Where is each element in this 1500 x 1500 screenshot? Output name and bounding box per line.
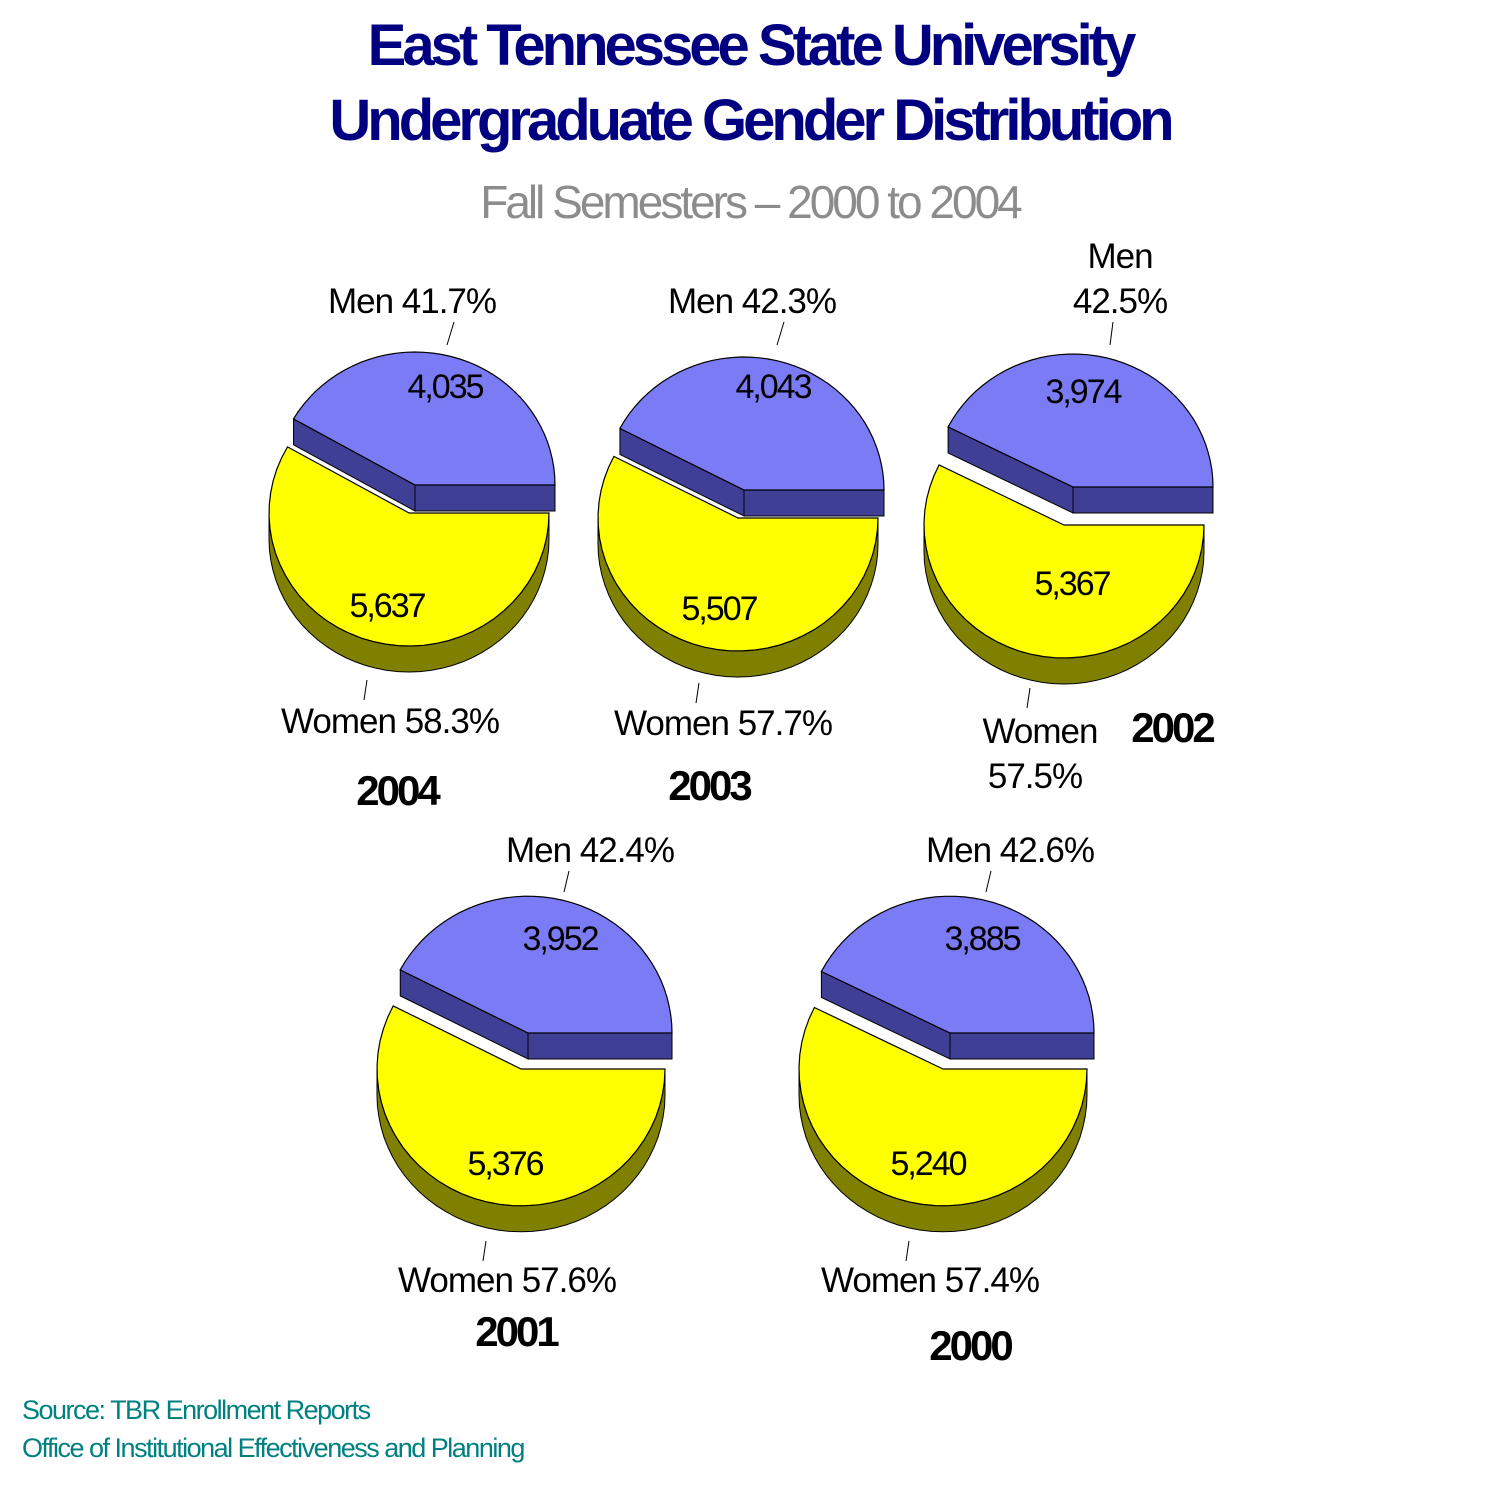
women-value-label: 5,367: [1034, 565, 1110, 603]
men-category-label: Men 41.7%: [328, 282, 496, 321]
men-value-label: 3,952: [522, 920, 598, 958]
men-category-label: Men 42.6%: [926, 831, 1094, 870]
men-slice-side-front: [949, 1032, 1095, 1060]
women-value-label: 5,376: [467, 1145, 543, 1183]
men-leader-line: [776, 321, 785, 346]
source-note: Source: TBR Enrollment Reports: [22, 1395, 371, 1425]
men-slice: [820, 895, 1095, 1034]
women-slice: [268, 446, 550, 647]
men-slice-side-front: [527, 1032, 673, 1060]
men-leader-line: [1109, 321, 1114, 346]
women-slice: [923, 464, 1205, 659]
year-label: 2001: [475, 1308, 559, 1355]
women-slice: [597, 455, 879, 652]
women-leader-line: [905, 1240, 910, 1262]
men-value-label: 3,974: [1045, 373, 1121, 411]
women-category-label: Women: [983, 712, 1098, 751]
men-percent-label: 42.5%: [1073, 282, 1167, 321]
year-label: 2003: [668, 762, 751, 809]
women-category-label: Women 57.4%: [821, 1261, 1039, 1300]
men-slice: [947, 353, 1214, 488]
men-slice-side-front: [743, 489, 885, 517]
women-percent-label: 57.5%: [988, 757, 1082, 796]
office-note: Office of Institutional Effectiveness an…: [22, 1433, 525, 1463]
men-leader-line: [563, 870, 570, 893]
pie-2000: [798, 870, 1095, 1262]
women-category-label: Women 57.6%: [398, 1261, 616, 1300]
men-slice: [292, 351, 556, 486]
women-category-label: Women 58.3%: [281, 702, 499, 741]
men-category-label: Men: [1087, 237, 1152, 276]
women-slice: [798, 1006, 1088, 1207]
women-value-label: 5,507: [681, 590, 757, 628]
men-leader-line: [446, 321, 455, 346]
page-title-line-2: Undergraduate Gender Distribution: [329, 88, 1174, 153]
women-leader-line: [363, 679, 368, 701]
page-title-line-1: East Tennessee State University: [367, 13, 1137, 78]
men-leader-line: [985, 870, 992, 893]
women-category-label: Women 57.7%: [614, 704, 832, 743]
year-label: 2004: [356, 767, 441, 814]
year-label: 2002: [1131, 704, 1214, 751]
pie-2003: [597, 321, 885, 704]
pie-2001: [376, 870, 673, 1262]
women-leader-line: [482, 1240, 487, 1262]
men-value-label: 3,885: [944, 920, 1020, 958]
men-slice: [619, 356, 885, 491]
men-category-label: Men 42.4%: [506, 831, 674, 870]
women-value-label: 5,240: [890, 1145, 966, 1183]
men-value-label: 4,043: [735, 368, 811, 406]
men-slice-side-front: [1072, 486, 1214, 514]
year-label: 2000: [929, 1322, 1012, 1369]
women-slice: [376, 1005, 666, 1207]
women-leader-line: [695, 682, 700, 704]
pie-2002: [923, 321, 1214, 709]
men-category-label: Men 42.3%: [668, 282, 836, 321]
women-leader-line: [1026, 687, 1031, 709]
pie-2004: [268, 321, 556, 701]
men-slice: [399, 895, 673, 1034]
men-slice-side-front: [414, 484, 556, 512]
men-value-label: 4,035: [407, 368, 483, 406]
women-value-label: 5,637: [349, 587, 425, 625]
page-subtitle: Fall Semesters – 2000 to 2004: [480, 176, 1022, 228]
